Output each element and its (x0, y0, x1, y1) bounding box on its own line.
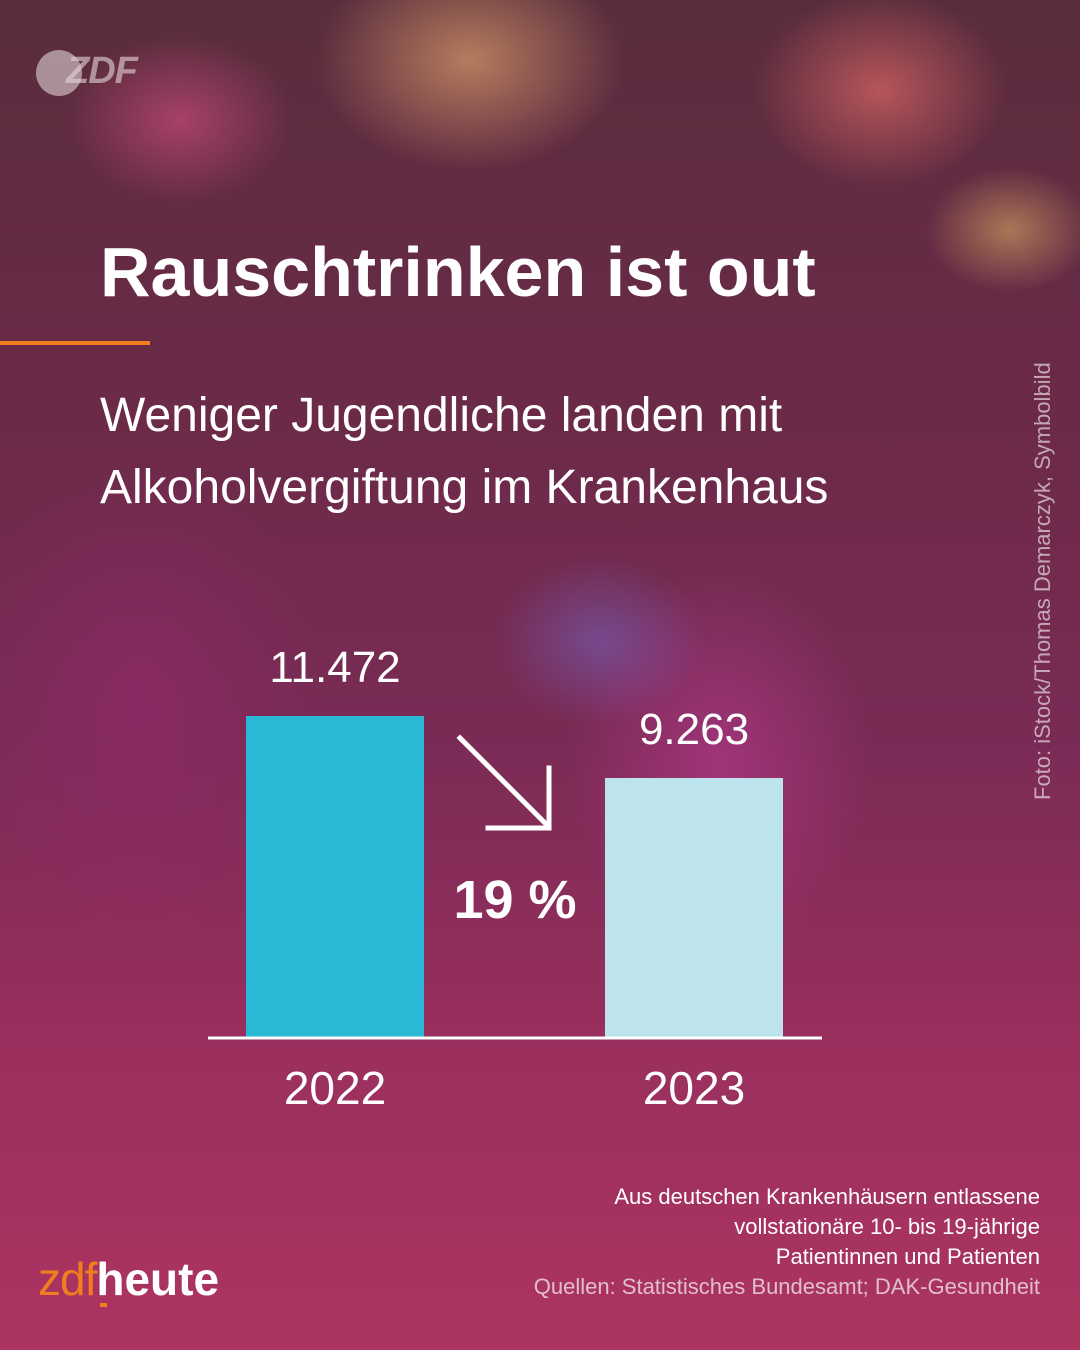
logo-underline (100, 1303, 108, 1307)
page-title: Rauschtrinken ist out (100, 233, 816, 311)
zdf-corner-logo: ZDF (36, 44, 138, 100)
footnote-line-1: Aus deutschen Krankenhäusern entlassene (614, 1184, 1040, 1209)
footnote: Aus deutschen Krankenhäusern entlassene … (534, 1182, 1040, 1302)
value-label-2023: 9.263 (639, 705, 749, 754)
footnote-line-3: Patientinnen und Patienten (775, 1244, 1040, 1269)
page-subtitle: Weniger Jugendliche landen mit Alkoholve… (100, 389, 829, 514)
chart-bars (246, 716, 783, 1038)
zdf-logo-circle-icon (36, 50, 82, 96)
change-indicator: 19 % (453, 734, 577, 930)
footnote-line-2: vollstationäre 10- bis 19-jährige (734, 1214, 1040, 1239)
chart-value-labels: 11.472 9.263 (269, 643, 749, 754)
change-percent-label: 19 % (453, 870, 576, 930)
value-label-2022: 11.472 (269, 643, 400, 692)
logo-heute-word: heute (96, 1253, 220, 1305)
accent-divider (0, 341, 150, 345)
category-label-2023: 2023 (643, 1062, 745, 1114)
footnote-sources: Quellen: Statistisches Bundesamt; DAK-Ge… (533, 1274, 1040, 1299)
bar-2022 (246, 716, 424, 1038)
category-label-2022: 2022 (284, 1062, 386, 1114)
zdfheute-logo: zdfheute (38, 1252, 220, 1307)
down-arrow-icon (456, 734, 552, 831)
bar-2023 (605, 778, 783, 1038)
logo-heute-text: heute (96, 1253, 220, 1307)
chart-category-labels: 2022 2023 (284, 1062, 745, 1114)
logo-zdf-text: zdf (38, 1253, 97, 1305)
zdf-corner-logo-text: ZDF (66, 50, 138, 92)
